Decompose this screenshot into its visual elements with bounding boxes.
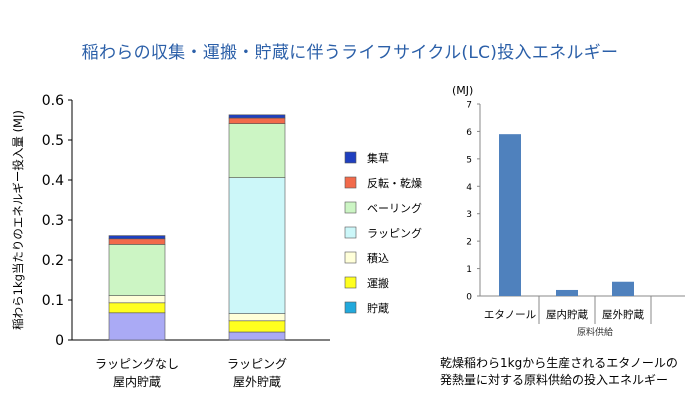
x-category-label: 屋内貯蔵	[113, 375, 161, 389]
legend-label: 積込	[367, 251, 389, 265]
legend-swatch	[344, 151, 357, 164]
y-tick-label: 0.5	[42, 133, 64, 149]
y-tick-label: 1	[466, 265, 472, 275]
bar	[612, 281, 634, 296]
y-tick-label: 6	[466, 128, 472, 138]
x-category-label: ラッピングなし	[95, 357, 179, 371]
legend-swatch	[344, 176, 357, 189]
y-tick-label: 0	[55, 333, 64, 349]
y-axis-unit-label: (MJ)	[452, 84, 473, 97]
caption-line-2: 発熱量に対する原料供給の投入エネルギー	[440, 373, 669, 387]
bar-segment	[108, 238, 166, 245]
legend-label: 運搬	[367, 276, 389, 290]
bar-segment	[228, 313, 286, 322]
bar-segment	[228, 114, 286, 119]
y-axis-label: 稲わら1kg当たりのエネルギー投入量 (MJ)	[11, 110, 25, 330]
y-tick-label: 4	[466, 183, 472, 193]
bar	[556, 289, 578, 296]
y-tick-label: 0	[466, 293, 472, 303]
bar-segment	[108, 302, 166, 314]
y-tick-label: 0.4	[42, 173, 64, 189]
x-category-label: ラッピング	[227, 357, 287, 371]
legend-swatch	[344, 201, 357, 214]
bar-segment	[228, 177, 286, 314]
bar-segment	[228, 123, 286, 178]
stacked-energy-chart: 0 0.1 0.2 0.3 0.4 0.5 0.6 稲わら1kg当たりのエネルギー投入量 (M…	[11, 93, 422, 389]
y-tick-label: 0.6	[42, 93, 64, 109]
legend-swatch	[344, 251, 357, 264]
x-category-label: 屋外貯蔵	[233, 375, 281, 389]
bar-segment	[108, 244, 166, 296]
bar-segment	[228, 331, 286, 341]
x-category-label: 屋内貯蔵	[546, 308, 588, 321]
y-tick-label: 0.2	[42, 253, 64, 269]
bar	[499, 134, 521, 296]
caption-line-1: 乾燥稲わら1kgから生産されるエタノールの	[440, 356, 678, 370]
legend-swatch	[344, 276, 357, 289]
bar-segment	[108, 235, 166, 240]
chart2-caption: 乾燥稲わら1kgから生産されるエタノールの 発熱量に対する原料供給の投入エネルギ…	[440, 355, 700, 389]
chart-title: 稲わらの収集・運搬・貯蔵に伴うライフサイクル(LC)投入エネルギー	[81, 43, 619, 63]
x-category-label: エタノール	[484, 309, 536, 321]
legend-label: ベーリング	[367, 201, 422, 215]
y-tick-label: 5	[466, 155, 472, 165]
x-category-label: 屋外貯蔵	[602, 308, 644, 321]
x-group-label: 原料供給	[577, 326, 613, 338]
bar-segment	[108, 312, 166, 341]
legend-label: 貯蔵	[367, 302, 389, 315]
legend-label: ラッピング	[367, 226, 422, 240]
y-tick-label: 3	[466, 210, 472, 220]
legend-label: 反転・乾燥	[367, 177, 422, 190]
bar-segment	[108, 295, 166, 304]
legend-swatch	[344, 301, 357, 314]
bar-segment	[228, 117, 286, 124]
bar-segment	[228, 320, 286, 333]
y-tick-label: 7	[466, 101, 472, 111]
y-tick-label: 0.3	[42, 213, 64, 229]
legend-swatch	[344, 226, 357, 239]
legend-label: 集草	[367, 151, 389, 165]
y-tick-label: 0.1	[42, 293, 64, 309]
y-tick-label: 2	[466, 238, 472, 248]
